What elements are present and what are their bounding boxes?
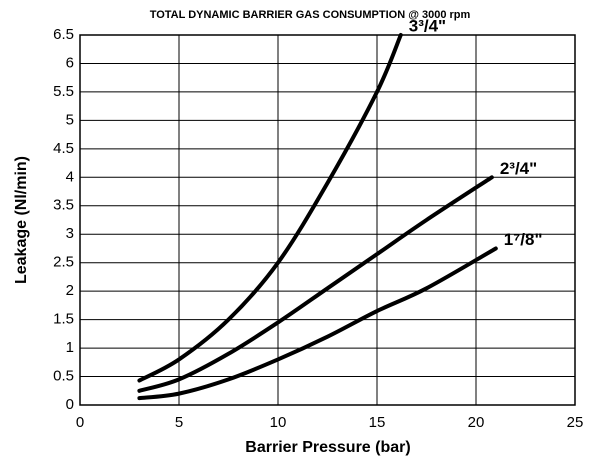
x-tick-label: 20 [468, 414, 485, 431]
y-tick-label: 5.5 [53, 83, 74, 100]
x-tick-label: 15 [369, 414, 386, 431]
x-tick-label: 0 [76, 414, 84, 431]
y-tick-label: 1.5 [53, 311, 74, 328]
y-tick-label: 3.5 [53, 197, 74, 214]
y-tick-label: 2 [66, 282, 74, 299]
y-tick-label: 1 [66, 339, 74, 356]
y-tick-label: 5 [66, 111, 74, 128]
series-label: 1⁷/8" [504, 230, 543, 249]
y-tick-label: 4.5 [53, 140, 74, 157]
x-tick-label: 5 [175, 414, 183, 431]
y-axis-label: Leakage (Nl/min) [13, 156, 30, 284]
series-line [137, 175, 494, 393]
plot-frame [79, 34, 576, 406]
series-line [137, 33, 403, 383]
series-label: 3³/4" [409, 16, 446, 35]
x-tick-label: 10 [270, 414, 287, 431]
x-tick-label: 25 [567, 414, 584, 431]
y-tick-label: 0.5 [53, 368, 74, 385]
y-tick-label: 0 [66, 396, 74, 413]
y-tick-label: 4 [66, 168, 74, 185]
y-tick-label: 6 [66, 54, 74, 71]
y-tick-label: 6.5 [53, 26, 74, 43]
chart-title: TOTAL DYNAMIC BARRIER GAS CONSUMPTION @ … [150, 9, 471, 21]
y-tick-label: 2.5 [53, 254, 74, 271]
series-label: 2³/4" [500, 159, 537, 178]
x-axis-label: Barrier Pressure (bar) [245, 439, 410, 456]
y-tick-label: 3 [66, 225, 74, 242]
series-line [137, 246, 498, 401]
